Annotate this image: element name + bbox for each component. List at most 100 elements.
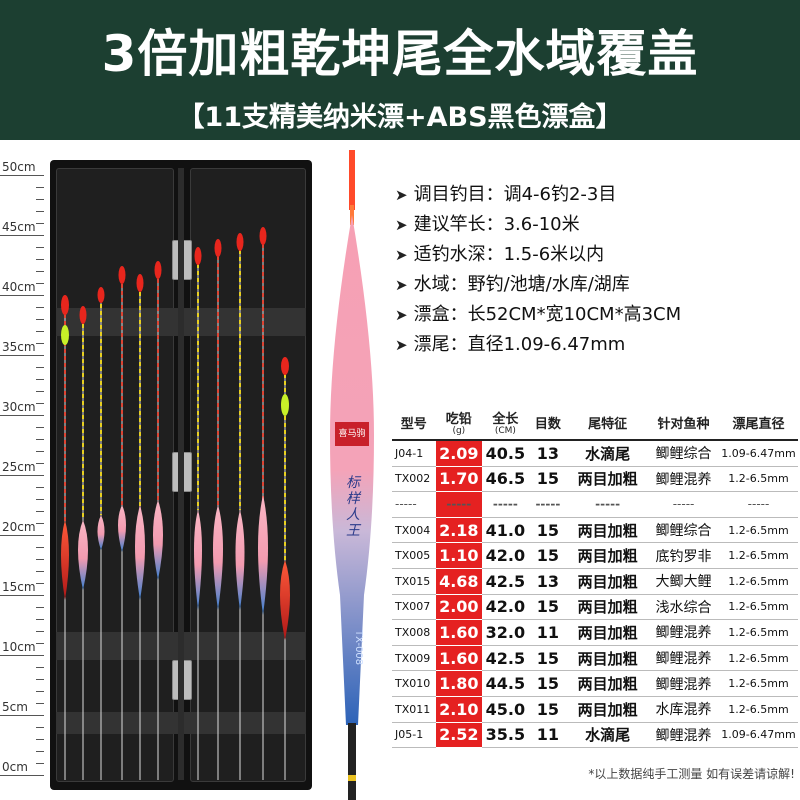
spec-item: ➤ 调目钓目：调4-6钓2-3目 xyxy=(395,180,795,210)
cell-length: 42.0 xyxy=(482,542,529,569)
small-floats xyxy=(61,227,290,780)
col-model: 型号 xyxy=(392,405,436,441)
col-length: 全长 (CM) xyxy=(482,405,529,441)
ruler-minor-tick xyxy=(36,679,44,680)
ruler-minor-tick xyxy=(36,307,44,308)
float-script-text: 标样人王 xyxy=(346,475,360,539)
ruler-major-tick xyxy=(0,535,44,536)
ruler-minor-tick xyxy=(36,643,44,644)
ruler-minor-tick xyxy=(36,391,44,392)
ruler-label: 20cm xyxy=(2,520,36,534)
table-body: J04-1 2.09 40.5 13 水滴尾 鲫鲤综合 1.09-6.47mm TX002 1.… xyxy=(392,440,798,749)
cell-fish: 鲫鲤综合 xyxy=(648,440,719,467)
cell-lead: 2.18 xyxy=(435,517,483,544)
cell-fish: 鲫鲤综合 xyxy=(648,517,719,544)
ruler-minor-tick xyxy=(36,667,44,668)
ruler-label: 45cm xyxy=(2,220,36,234)
ruler-minor-tick xyxy=(36,571,44,572)
col-tail: 尾特征 xyxy=(567,405,649,441)
ruler-minor-tick xyxy=(36,619,44,620)
ruler-label: 35cm xyxy=(2,340,36,354)
ruler-minor-tick xyxy=(36,691,44,692)
page-title: 3倍加粗乾坤尾全水域覆盖 xyxy=(101,25,699,83)
cell-tail: 两目加粗 xyxy=(567,670,649,697)
cell-model: TX011 xyxy=(392,696,436,723)
float-model-text: TX-008 xyxy=(353,630,364,666)
cell-length: 41.0 xyxy=(482,517,529,544)
table-row: TX008 1.60 32.0 11 两目加粗 鲫鲤混养 1.2-6.5mm xyxy=(392,619,798,646)
table-row: TX009 1.60 42.5 15 两目加粗 鲫鲤混养 1.2-6.5mm xyxy=(392,645,798,672)
small-float xyxy=(78,306,88,780)
cell-model: TX008 xyxy=(392,619,436,646)
col-lead-unit: (g) xyxy=(452,426,466,436)
cell-eyes: 15 xyxy=(528,645,568,672)
cell-eyes: 15 xyxy=(528,594,568,621)
cell-length: 45.0 xyxy=(482,696,529,723)
ruler-minor-tick xyxy=(36,247,44,248)
ruler-minor-tick xyxy=(36,439,44,440)
cell-diameter: 1.09-6.47mm xyxy=(718,440,798,467)
cell-eyes: 11 xyxy=(528,722,568,749)
ruler-major-tick xyxy=(0,295,44,296)
cell-lead: 2.09 xyxy=(435,440,483,467)
featured-float-drawing xyxy=(330,150,374,800)
cell-lead: ----- xyxy=(435,491,483,518)
ruler-minor-tick xyxy=(36,727,44,728)
small-float xyxy=(280,357,290,780)
ruler-minor-tick xyxy=(36,583,44,584)
ruler-major-tick xyxy=(0,775,44,776)
cell-lead: 2.52 xyxy=(435,722,483,749)
footnote: *以上数据纯手工测量 如有误差请谅解! xyxy=(588,767,795,781)
cell-diameter: 1.09-6.47mm xyxy=(718,722,798,749)
cell-lead: 2.10 xyxy=(435,696,483,723)
brand-seal: 喜马驹 xyxy=(335,422,369,446)
cell-diameter: 1.2-6.5mm xyxy=(718,568,798,595)
ruler-major-tick xyxy=(0,595,44,596)
cell-length: 42.5 xyxy=(482,568,529,595)
cell-model: TX002 xyxy=(392,466,436,493)
arrow-right-icon: ➤ xyxy=(395,186,408,204)
spec-text: 漂尾：直径1.09-6.47mm xyxy=(413,334,626,355)
cell-eyes: 15 xyxy=(528,542,568,569)
small-float xyxy=(135,274,145,780)
cell-fish: 鲫鲤混养 xyxy=(648,722,719,749)
table-row: TX002 1.70 46.5 15 两目加粗 鲫鲤混养 1.2-6.5mm xyxy=(392,466,798,493)
table-header-row: 型号 吃铅 (g) 全长 (CM) 目数 尾特征 针对鱼种 漂尾直径 xyxy=(392,405,798,441)
box-left-panel xyxy=(56,168,174,782)
spec-item: ➤ 建议竿长：3.6-10米 xyxy=(395,210,795,240)
cell-model: J04-1 xyxy=(392,440,436,467)
cell-model: TX010 xyxy=(392,670,436,697)
cell-length: ----- xyxy=(482,491,529,518)
box-spine xyxy=(178,168,184,780)
cell-fish: 鲫鲤混养 xyxy=(648,466,719,493)
spec-text: 水域：野钓/池塘/水库/湖库 xyxy=(413,274,630,295)
arrow-right-icon: ➤ xyxy=(395,246,408,264)
ruler-minor-tick xyxy=(36,211,44,212)
cell-length: 32.0 xyxy=(482,619,529,646)
col-length-label: 全长 xyxy=(492,412,519,427)
cell-tail: 两目加粗 xyxy=(567,696,649,723)
table-row: J04-1 2.09 40.5 13 水滴尾 鲫鲤综合 1.09-6.47mm xyxy=(392,440,798,467)
ruler-label: 40cm xyxy=(2,280,36,294)
table-row: TX004 2.18 41.0 15 两目加粗 鲫鲤综合 1.2-6.5mm xyxy=(392,517,798,544)
col-lead: 吃铅 (g) xyxy=(435,405,483,441)
small-float xyxy=(194,247,202,780)
spec-table: 型号 吃铅 (g) 全长 (CM) 目数 尾特征 针对鱼种 漂尾直径 J04-1 2.… xyxy=(392,405,798,749)
cell-tail: 水滴尾 xyxy=(567,722,649,749)
small-float xyxy=(153,261,163,780)
cell-tail: ----- xyxy=(567,491,649,518)
ruler-major-tick xyxy=(0,655,44,656)
col-lead-label: 吃铅 xyxy=(445,412,472,427)
ruler-minor-tick xyxy=(36,559,44,560)
cell-fish: ----- xyxy=(648,491,719,518)
arrow-right-icon: ➤ xyxy=(395,306,408,324)
ruler-minor-tick xyxy=(36,511,44,512)
col-length-unit: (CM) xyxy=(494,426,516,436)
cell-length: 46.5 xyxy=(482,466,529,493)
spec-text: 调目钓目：调4-6钓2-3目 xyxy=(413,184,617,205)
cell-eyes: 15 xyxy=(528,696,568,723)
cell-tail: 两目加粗 xyxy=(567,594,649,621)
ruler-minor-tick xyxy=(36,631,44,632)
arrow-right-icon: ➤ xyxy=(395,216,408,234)
spec-list: ➤ 调目钓目：调4-6钓2-3目 ➤ 建议竿长：3.6-10米 ➤ 适钓水深：1.5-… xyxy=(395,180,795,360)
